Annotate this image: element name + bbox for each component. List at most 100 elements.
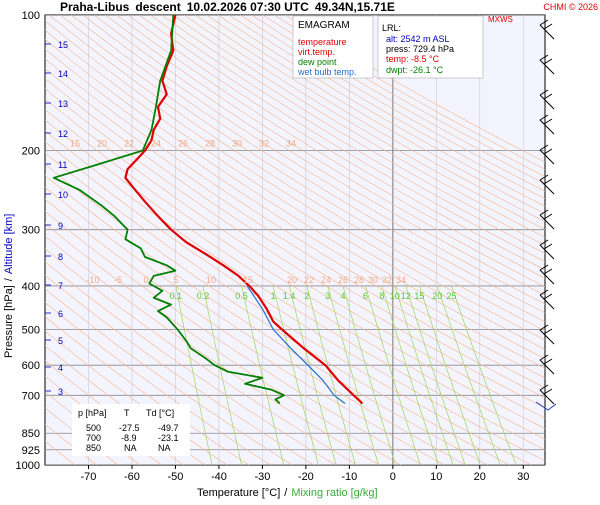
dry-adiabat-line: [60, 15, 545, 323]
dry-adiabat-line: [45, 288, 293, 465]
dry-adiabat-line: [45, 88, 545, 409]
theta-label-mid: 5: [173, 275, 178, 285]
table-cell: -8.9: [121, 433, 137, 443]
table-header-dewpoint: Td [°C]: [146, 408, 174, 418]
mixing-ratio-label: 1.4: [283, 291, 296, 301]
dry-adiabat-line: [94, 15, 545, 296]
dry-adiabat-line: [45, 152, 532, 465]
theta-label-mid: 0: [143, 275, 148, 285]
dry-adiabat-line: [45, 109, 545, 429]
dry-adiabat-line: [45, 210, 423, 465]
mixing-ratio-label: 0.2: [197, 291, 210, 301]
lrl-temperature: temp: -8.5 °C: [386, 54, 440, 64]
pressure-tick-label: 400: [22, 281, 40, 293]
wind-barb-shaft: [539, 269, 555, 285]
wind-barb-flag: [543, 58, 553, 65]
copyright-notice: CHMI © 2026: [543, 2, 598, 12]
dry-adiabat-line: [45, 29, 545, 350]
wind-barb-flag: [539, 54, 549, 61]
legend-item-wet-bulb: wet bulb temp.: [297, 67, 357, 77]
wind-barb-shaft: [539, 149, 555, 165]
series-wet-bulb-temp-line: [246, 285, 346, 404]
table-cell: -27.5: [119, 423, 140, 433]
theta-label-mid: 26: [338, 275, 348, 285]
dry-adiabat-line: [161, 15, 545, 246]
dry-adiabat-line: [45, 316, 249, 465]
x-axis-title: Temperature [°C] / Mixing ratio [g/kg]: [197, 487, 378, 499]
lrl-dewpoint: dwpt: -26.1 °C: [386, 65, 444, 75]
temperature-tick-label: 30: [517, 471, 529, 483]
altitude-tick-label: 5: [58, 336, 63, 346]
mixing-ratio-label: 2: [304, 291, 309, 301]
dry-adiabat-line: [45, 141, 545, 462]
mixing-ratio-line: [405, 285, 466, 465]
temperature-tick-label: -20: [298, 471, 314, 483]
dry-adiabat-line: [45, 261, 336, 465]
wind-barb-shaft: [539, 119, 555, 135]
wind-barb-shaft: [539, 389, 555, 405]
theta-label-top: 28: [205, 138, 215, 148]
wind-barb-flag: [543, 148, 553, 155]
wind-barb-flag: [543, 213, 553, 220]
temperature-tick-label: -30: [254, 471, 270, 483]
temperature-tick-label: -70: [81, 471, 97, 483]
table-header-pressure: p [hPa]: [78, 408, 107, 418]
mixing-ratio-line: [327, 285, 379, 465]
table-cell: NA: [124, 443, 137, 453]
dry-adiabat-line: [172, 15, 545, 238]
pressure-tick-label: 925: [22, 445, 40, 457]
theta-label-top: 15: [70, 138, 80, 148]
dry-adiabat-line: [45, 78, 545, 399]
table-cell: 700: [86, 433, 101, 443]
theta-label-top: 26: [178, 138, 188, 148]
dry-adiabat-line: [45, 130, 545, 451]
wind-barb-shaft: [539, 294, 555, 310]
pressure-tick-label: 200: [22, 145, 40, 157]
dry-adiabat-line: [45, 235, 380, 465]
theta-label-mid: 30: [368, 275, 378, 285]
temperature-tick-label: 0: [390, 471, 396, 483]
theta-label-top: 30: [232, 138, 242, 148]
temperature-tick-label: -40: [211, 471, 227, 483]
pressure-tick-label: 100: [22, 10, 40, 22]
summary-table: p [hPa] T Td [°C] 500 -27.5 -49.7 700 -8…: [72, 404, 190, 456]
y-axis-title: Pressure [hPa]/Altitude [km]: [3, 214, 15, 358]
table-header-temp: T: [124, 408, 130, 418]
wind-barb-flag: [543, 23, 553, 30]
theta-label-top: 24: [151, 138, 161, 148]
mixing-ratio-line: [202, 285, 242, 465]
theta-label-mid: 20: [287, 275, 297, 285]
legend-item-temperature: temperature: [298, 37, 347, 47]
dry-adiabat-line: [45, 423, 97, 465]
mixing-ratio-label: 8: [379, 291, 384, 301]
wind-barb-flag: [543, 328, 553, 335]
altitude-tick-label: 6: [58, 309, 63, 319]
mixing-ratio-line: [241, 285, 285, 465]
wind-barb-flag: [539, 289, 549, 296]
table-cell: -49.7: [158, 423, 179, 433]
dry-adiabat-line: [45, 302, 271, 465]
theta-label-mid: -10: [86, 275, 99, 285]
wind-barb-shaft: [539, 59, 555, 75]
profile-series: [52, 15, 364, 405]
dry-adiabat-line: [45, 68, 545, 389]
mixing-ratio-line: [288, 285, 337, 465]
plot-area: [44, 14, 546, 466]
dry-adiabat-line: [71, 15, 545, 314]
altitude-tick-label: 14: [58, 69, 68, 79]
wind-barb-flag: [539, 239, 549, 246]
temperature-tick-label: 20: [474, 471, 486, 483]
pressure-tick-label: 500: [22, 325, 40, 337]
wind-barb-shaft: [539, 24, 555, 40]
dry-adiabat-line: [195, 15, 545, 222]
temperature-tick-label: -10: [341, 471, 357, 483]
mixing-ratio-label: 15: [414, 291, 424, 301]
wind-barb-flag: [539, 144, 549, 151]
dry-adiabat-line: [229, 15, 545, 199]
table-cell: -23.1: [158, 433, 179, 443]
mixing-ratio-lines: [175, 285, 517, 465]
altitude-tick-label: 3: [58, 387, 63, 397]
wind-barb-shaft: [539, 244, 555, 260]
mixing-ratio-line: [175, 285, 213, 465]
dry-adiabat-line: [139, 15, 545, 262]
